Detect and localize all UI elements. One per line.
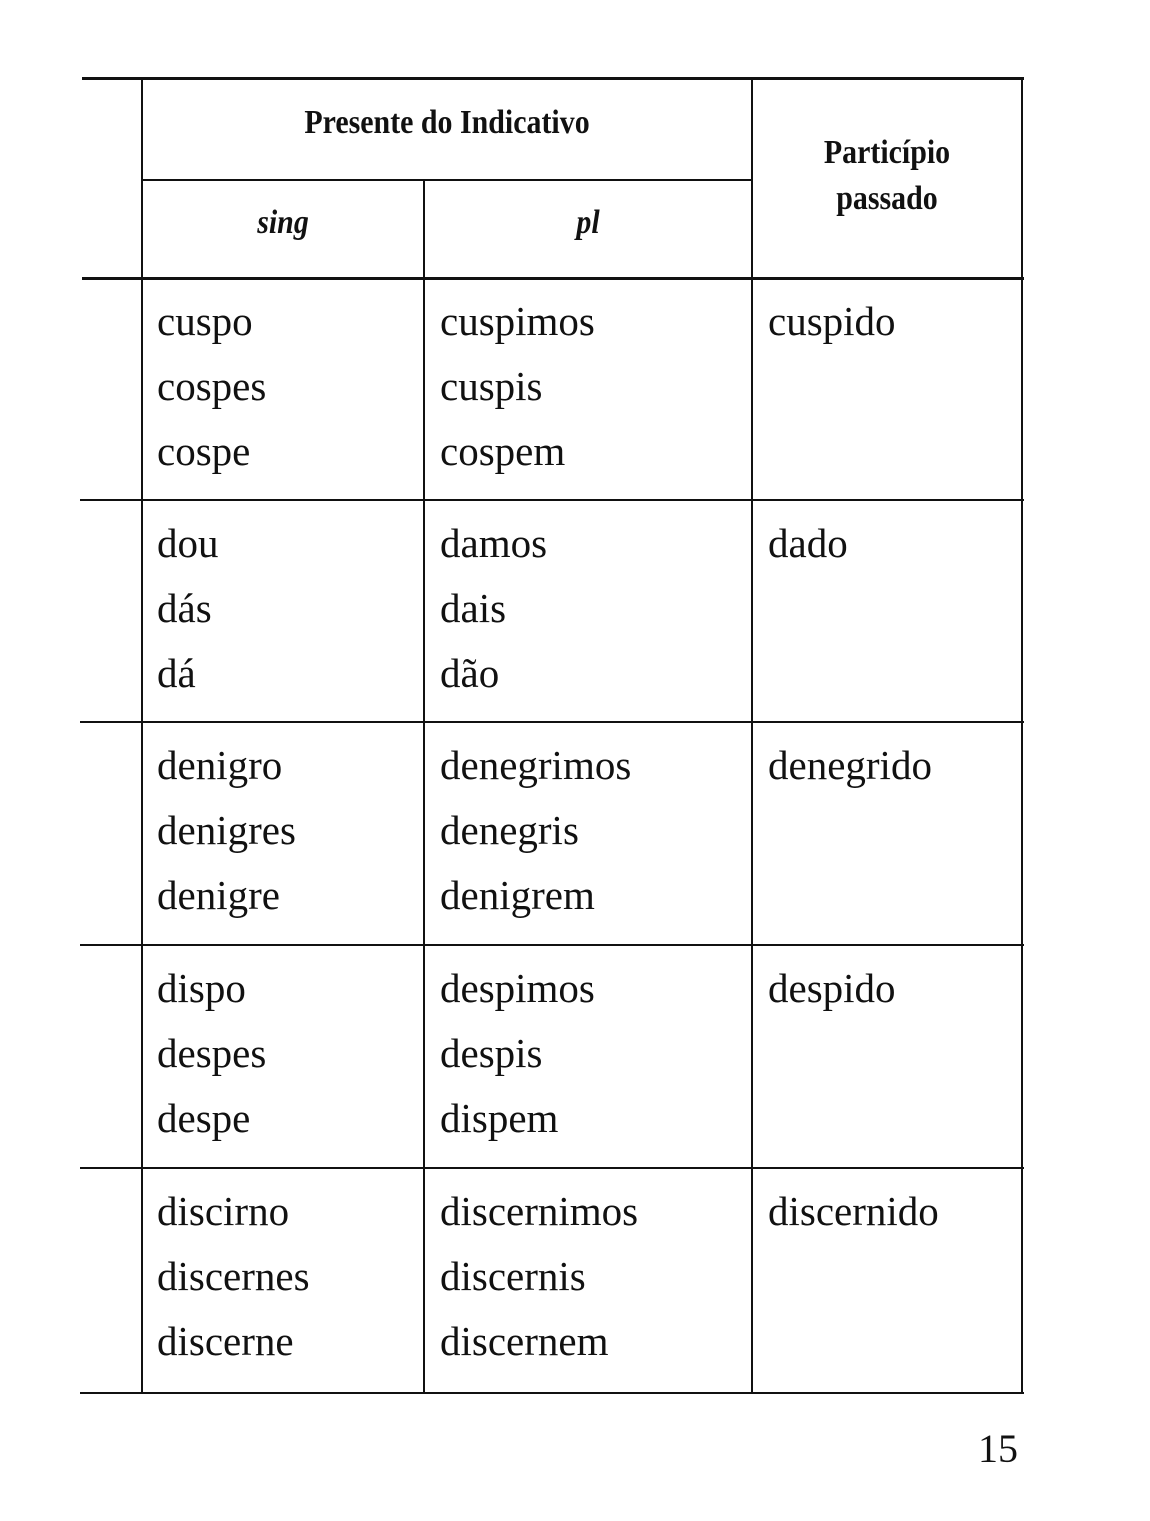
verb-form: denegrido — [768, 742, 932, 788]
header-participio-line1: Particípio — [823, 134, 951, 171]
header-presente-do-indicativo: Presente do Indicativo — [304, 104, 590, 141]
header-sing: sing — [257, 204, 309, 241]
verb-form: denigres — [157, 807, 296, 853]
table-cell-sing: dou dás dá — [157, 511, 219, 706]
column-rule — [423, 180, 425, 1393]
table-cell-pl: discernimos discernis discernem — [440, 1179, 638, 1374]
verb-form: denigrem — [440, 872, 595, 918]
table-cell-part: cuspido — [768, 289, 896, 354]
verb-form: dá — [157, 650, 196, 696]
verb-form: dais — [440, 585, 507, 631]
header-pl: pl — [576, 204, 600, 241]
table-cell-part: despido — [768, 956, 896, 1021]
table-cell-sing: discirno discernes discerne — [157, 1179, 310, 1374]
verb-form: cospem — [440, 428, 566, 474]
row-rule — [80, 944, 1024, 946]
verb-form: denegris — [440, 807, 579, 853]
header-participio: Particípio passado — [768, 130, 1006, 222]
verb-form: cuspo — [157, 298, 253, 344]
table-cell-pl: denegrimos denegris denigrem — [440, 733, 631, 928]
verb-form: despis — [440, 1030, 543, 1076]
verb-form: dou — [157, 520, 219, 566]
row-rule — [80, 1167, 1024, 1169]
verb-form: denegrimos — [440, 742, 632, 788]
verb-form: discernimos — [440, 1188, 639, 1234]
verb-form: despes — [157, 1030, 267, 1076]
verb-form: cuspido — [768, 298, 896, 344]
table-cell-pl: cuspimos cuspis cospem — [440, 289, 595, 484]
verb-form: despido — [768, 965, 896, 1011]
table-top-rule — [82, 77, 1024, 80]
row-rule — [80, 499, 1024, 501]
verb-form: cuspis — [440, 363, 543, 409]
table-cell-sing: dispo despes despe — [157, 956, 266, 1151]
verb-form: dão — [440, 650, 500, 696]
row-rule — [80, 721, 1024, 723]
verb-form: dispem — [440, 1095, 559, 1141]
verb-form: denigre — [157, 872, 280, 918]
verb-form: discernis — [440, 1253, 586, 1299]
table-cell-sing: denigro denigres denigre — [157, 733, 296, 928]
table-cell-part: denegrido — [768, 733, 932, 798]
verb-form: damos — [440, 520, 548, 566]
row-rule — [80, 1392, 1024, 1394]
header-participio-line2: passado — [836, 180, 938, 217]
page-number: 15 — [978, 1426, 1018, 1471]
column-rule — [141, 78, 143, 1393]
verb-form: cospe — [157, 428, 251, 474]
verb-form: dado — [768, 520, 848, 566]
verb-form: denigro — [157, 742, 283, 788]
table-cell-pl: despimos despis dispem — [440, 956, 595, 1151]
table-cell-part: dado — [768, 511, 848, 576]
verb-form: discernido — [768, 1188, 939, 1234]
verb-form: discernes — [157, 1253, 310, 1299]
verb-form: dispo — [157, 965, 246, 1011]
verb-form: discernem — [440, 1318, 609, 1364]
column-rule — [751, 78, 753, 1393]
column-rule — [1021, 78, 1023, 1393]
table-cell-pl: damos dais dão — [440, 511, 547, 706]
subheader-rule — [142, 179, 753, 181]
verb-form: despimos — [440, 965, 595, 1011]
verb-form: dás — [157, 585, 212, 631]
verb-form: discerne — [157, 1318, 294, 1364]
verb-form: cuspimos — [440, 298, 595, 344]
table-cell-sing: cuspo cospes cospe — [157, 289, 266, 484]
verb-form: discirno — [157, 1188, 290, 1234]
verb-form: despe — [157, 1095, 251, 1141]
header-bottom-rule — [82, 277, 1024, 280]
table-cell-part: discernido — [768, 1179, 939, 1244]
verb-form: cospes — [157, 363, 267, 409]
